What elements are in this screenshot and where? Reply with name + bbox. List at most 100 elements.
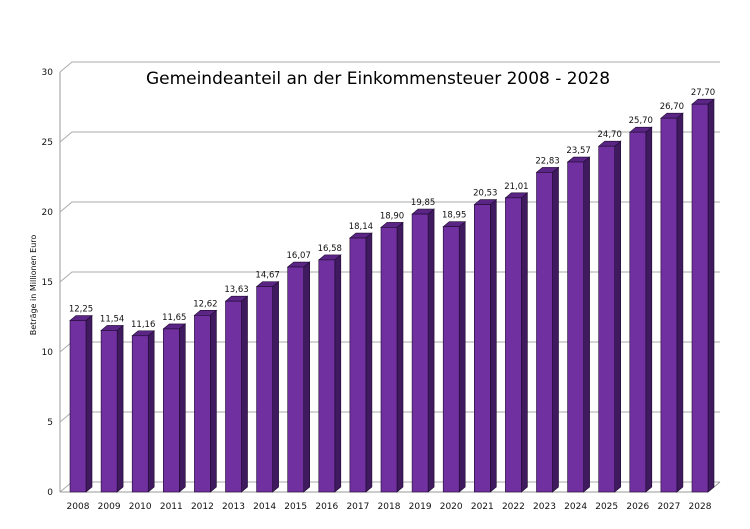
gridline [59,201,720,213]
bar-2016: 16,58 [318,244,342,493]
bar-front [256,286,273,493]
y-tick-label: 15 [42,278,53,288]
data-label: 12,62 [193,299,217,309]
data-label: 16,07 [287,251,311,261]
data-label: 24,70 [598,130,622,140]
x-tick-label: 2010 [129,502,152,512]
bar-2027: 26,70 [660,102,684,493]
data-label: 16,58 [318,244,342,254]
bar-side [707,98,715,493]
data-label: 11,16 [131,320,155,330]
x-tick-label: 2020 [440,502,463,512]
data-label: 26,70 [660,102,684,112]
bar-front [598,145,616,493]
bar-side [396,221,404,493]
bar-side [85,314,93,493]
bar-side [272,280,279,493]
bar-side [614,140,622,493]
data-label: 18,14 [349,222,373,232]
bar-2021: 20,53 [473,189,497,493]
data-label: 27,70 [691,88,715,98]
bar-2010: 11,16 [131,320,155,493]
bar-front [225,300,242,493]
bar-front [691,103,709,493]
bar-side [147,330,155,493]
bar-side [645,126,653,493]
gridline [59,61,720,73]
data-label: 12,25 [69,305,93,315]
x-tick-label: 2014 [253,502,276,512]
bar-front [318,259,336,493]
x-tick-label: 2011 [160,502,183,512]
bar-front [163,328,180,493]
data-label: 25,70 [629,116,653,126]
bar-2018: 18,90 [380,211,404,493]
x-tick-label: 2021 [471,502,494,512]
bar-2011: 11,65 [162,313,186,493]
gridline [59,131,720,143]
x-tick-label: 2022 [502,502,525,512]
bar-side [676,112,684,493]
bar-front [380,227,398,493]
data-label: 14,67 [255,271,279,281]
bar-front [287,266,305,493]
bar-front [442,226,460,493]
x-tick-label: 2025 [595,502,618,512]
bar-side [458,221,466,493]
bar-front [567,161,584,493]
data-label: 11,54 [100,314,124,324]
bar-side [116,324,124,493]
bar-front [131,335,149,493]
bar-front [505,197,522,493]
x-tick-label: 2015 [284,502,307,512]
x-tick-label: 2023 [533,502,556,512]
bar-2015: 16,07 [287,251,311,493]
data-label: 11,65 [162,313,186,323]
bar-front [660,117,678,493]
bar-side [489,198,497,493]
x-tick-label: 2027 [657,502,680,512]
bar-front [629,131,647,493]
data-label: 18,95 [442,211,466,221]
x-tick-label: 2026 [626,502,649,512]
y-tick-label: 0 [47,488,53,498]
bar-front [473,204,491,493]
bar-2028: 27,70 [691,88,715,493]
bar-2019: 19,85 [411,198,435,493]
bar-2020: 18,95 [442,211,466,493]
bars: 12,25 11,54 11,16 11,65 12,62 13,63 14,67 16,07… [69,88,715,493]
bar-front [536,172,553,493]
bar-2008: 12,25 [69,305,93,493]
bar-side [583,156,590,493]
bar-2009: 11,54 [100,314,124,493]
bar-front [69,320,87,493]
bar-2025: 24,70 [598,130,622,493]
bar-front [194,315,211,493]
x-tick-label: 2028 [689,502,712,512]
bar-side [365,232,373,493]
bar-side [241,295,248,493]
y-axis-label: Beträge in Millionen Euro [29,235,38,336]
x-tick-label: 2012 [191,502,214,512]
y-tick-label: 30 [42,68,54,78]
bar-side [427,208,435,493]
y-tick-label: 25 [42,138,53,148]
bar-side [334,254,342,493]
bar-2026: 25,70 [629,116,653,493]
x-tick-label: 2016 [315,502,338,512]
data-label: 20,53 [473,189,497,199]
bar-side [179,323,186,493]
bar-2022: 21,01 [504,182,529,493]
x-tick-label: 2018 [378,502,401,512]
bar-2012: 12,62 [193,299,218,493]
bar-front [349,237,367,493]
bar-side [521,192,528,493]
x-tick-label: 2019 [409,502,432,512]
y-axis-ticks: 0 5 10 15 20 25 30 [42,68,54,498]
bar-side [552,166,559,493]
x-tick-label: 2024 [564,502,587,512]
bar-2023: 22,83 [535,156,560,493]
x-axis-ticks: 2008 2009 2010 2011 2012 2013 2014 2015 2016 2017… [67,502,712,512]
y-tick-label: 10 [42,348,54,358]
